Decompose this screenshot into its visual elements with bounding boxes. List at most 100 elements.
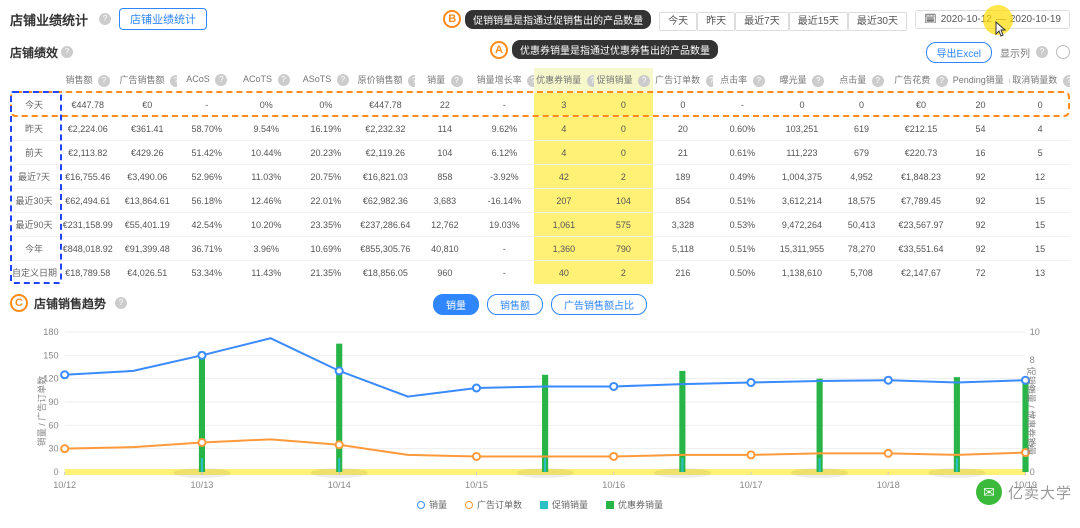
cell: 40,810 (415, 237, 475, 261)
cell: 575 (594, 213, 654, 237)
table-row: 昨天€2,224.06€361.4158.70%9.54%16.19%€2,23… (10, 117, 1070, 141)
help-icon[interactable]: ? (61, 46, 73, 58)
legend-item[interactable]: 销量 (417, 498, 447, 511)
cell: 858 (415, 165, 475, 189)
export-button[interactable]: 导出Excel (926, 42, 992, 63)
cell: 23.35% (296, 213, 356, 237)
range-button[interactable]: 今天 (659, 12, 697, 31)
col-header[interactable]: ACoS ? (177, 68, 237, 93)
col-header[interactable]: 点击量 ? (832, 68, 892, 93)
cell: 3,612,214 (772, 189, 832, 213)
cell: €231,158.99 (58, 213, 118, 237)
svg-text:10/13: 10/13 (190, 480, 213, 490)
col-header[interactable]: 广告花费 ? (891, 68, 951, 93)
cell: €3,490.06 (118, 165, 178, 189)
svg-text:10: 10 (1030, 327, 1040, 337)
y-axis-right-label: 促销销量 / 优惠券销量 (1025, 367, 1038, 456)
cell: 15 (1010, 237, 1070, 261)
help-icon: ? (1009, 75, 1010, 87)
cell: €2,232.32 (356, 117, 416, 141)
cell: 20.75% (296, 165, 356, 189)
cell: 0.51% (713, 189, 773, 213)
cell: €33,551.64 (891, 237, 951, 261)
cell: 58.70% (177, 117, 237, 141)
cell: 104 (415, 141, 475, 165)
col-header[interactable]: 取消销量数 ? (1010, 68, 1070, 93)
col-header[interactable]: 原价销售额 ? (356, 68, 416, 93)
row-label: 前天 (10, 141, 58, 165)
col-header[interactable]: 广告销售额 ? (118, 68, 178, 93)
cell: 3 (534, 93, 594, 117)
col-header[interactable]: 曝光量 ? (772, 68, 832, 93)
help-icon: ? (170, 75, 177, 87)
display-columns-button[interactable]: 显示列 ? (1000, 45, 1048, 60)
cell: 4 (1010, 117, 1070, 141)
col-header[interactable]: 优惠券销量 ? (534, 68, 594, 93)
row-label: 今年 (10, 237, 58, 261)
cell: 0% (237, 93, 297, 117)
cell: 0.53% (713, 213, 773, 237)
page-header: 店铺业绩统计 ? 店铺业绩统计 B 促销销量是指通过促销售出的产品数量 今天昨天… (10, 6, 1070, 32)
range-button[interactable]: 昨天 (697, 12, 735, 31)
watermark-text: 亿卖大学 (1008, 482, 1072, 503)
col-header[interactable]: Pending销量 ? (951, 68, 1011, 93)
cell: 15,311,955 (772, 237, 832, 261)
col-header[interactable]: 销量增长率 ? (475, 68, 535, 93)
col-header[interactable]: 销售额 ? (58, 68, 118, 93)
cell: €7,789.45 (891, 189, 951, 213)
cell: 960 (415, 261, 475, 285)
col-header[interactable]: 促销销量 ? (594, 68, 654, 93)
help-icon: ? (278, 74, 290, 86)
col-header[interactable] (10, 68, 58, 93)
cell: 1,360 (534, 237, 594, 261)
cell: 3,683 (415, 189, 475, 213)
help-icon[interactable]: ? (99, 13, 111, 25)
help-icon: ? (337, 74, 349, 86)
table-row: 最近7天€16,755.46€3,490.0652.96%11.03%20.75… (10, 165, 1070, 189)
cell: - (475, 237, 535, 261)
legend-item[interactable]: 促销销量 (540, 498, 588, 511)
cell: -16.14% (475, 189, 535, 213)
date-to: 2020-10-19 (1010, 14, 1061, 25)
cell: €23,567.97 (891, 213, 951, 237)
col-header[interactable]: 广告订单数 ? (653, 68, 713, 93)
callout-a: A 优惠券销量是指通过优惠券售出的产品数量 (490, 40, 718, 59)
range-button[interactable]: 最近15天 (789, 12, 848, 31)
cell: 1,061 (534, 213, 594, 237)
watermark: ✉ 亿卖大学 (976, 479, 1072, 505)
trend-tab[interactable]: 销量 (433, 294, 479, 315)
col-header[interactable]: 销量 ? (415, 68, 475, 93)
date-range-picker[interactable]: 🗓 2020-10-12 — 2020-10-19 (915, 10, 1070, 29)
stats-pill[interactable]: 店铺业绩统计 (119, 8, 207, 30)
legend-item[interactable]: 广告订单数 (465, 498, 522, 511)
row-label: 最近7天 (10, 165, 58, 189)
wechat-icon: ✉ (976, 479, 1002, 505)
trend-title: 店铺销售趋势 (34, 295, 106, 312)
cell: 1,138,610 (772, 261, 832, 285)
cell: 50,413 (832, 213, 892, 237)
svg-text:10/15: 10/15 (465, 480, 488, 490)
svg-text:10/17: 10/17 (740, 480, 763, 490)
cell: 4 (534, 117, 594, 141)
cell: 216 (653, 261, 713, 285)
callout-b: B 促销销量是指通过促销售出的产品数量 (443, 10, 651, 29)
col-header[interactable]: 点击率 ? (713, 68, 773, 93)
trend-tab[interactable]: 广告销售额占比 (551, 294, 647, 315)
gear-icon[interactable] (1056, 45, 1070, 59)
col-header[interactable]: ACoTS ? (237, 68, 297, 93)
help-icon[interactable]: ? (115, 297, 127, 309)
range-button[interactable]: 最近7天 (735, 12, 789, 31)
help-icon: ? (753, 75, 765, 87)
help-icon: ? (638, 75, 650, 87)
table-row: 自定义日期€18,789.58€4,026.5153.34%11.43%21.3… (10, 261, 1070, 285)
cell: 4 (534, 141, 594, 165)
trend-tab[interactable]: 销售额 (487, 294, 543, 315)
svg-text:10/16: 10/16 (602, 480, 625, 490)
cell: €18,856.05 (356, 261, 416, 285)
col-header[interactable]: ASoTS ? (296, 68, 356, 93)
cell: 18,575 (832, 189, 892, 213)
range-button[interactable]: 最近30天 (848, 12, 907, 31)
legend-item[interactable]: 优惠券销量 (606, 498, 663, 511)
help-icon: ? (587, 75, 594, 87)
cell: 111,223 (772, 141, 832, 165)
